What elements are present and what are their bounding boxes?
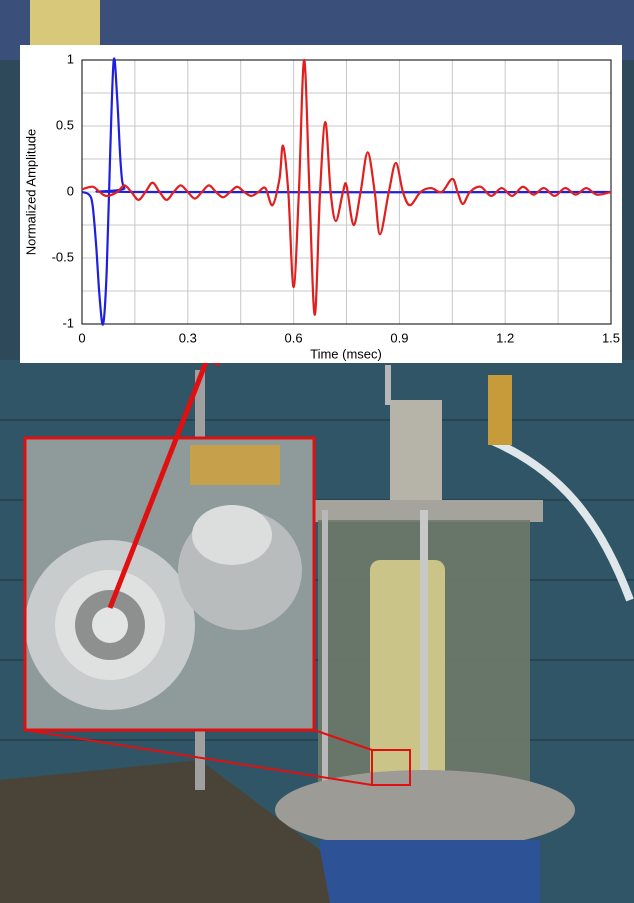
line-series bbox=[81, 58, 612, 316]
y-tick-label: 0.5 bbox=[56, 117, 74, 132]
y-tick-label: 1 bbox=[67, 51, 74, 66]
x-tick-label: 0.6 bbox=[285, 330, 303, 345]
x-tick-label: 1.2 bbox=[496, 330, 514, 345]
chart: 0 0.3 0.6 0.9 1.2 1.5 -1 -0.5 0 0.5 1 bbox=[52, 51, 620, 345]
x-tick-label: 1.5 bbox=[602, 330, 620, 345]
y-axis-label: Normalized Amplitude bbox=[23, 129, 38, 255]
x-axis-label: Time (msec) bbox=[310, 346, 382, 361]
y-tick-label: -0.5 bbox=[52, 249, 74, 264]
x-tick-label: 0.3 bbox=[179, 330, 197, 345]
x-tick-label: 0 bbox=[78, 330, 85, 345]
y-tick-label: 0 bbox=[67, 183, 74, 198]
y-tick-label: -1 bbox=[62, 315, 74, 330]
x-tick-label: 0.9 bbox=[390, 330, 408, 345]
line-series bbox=[81, 57, 612, 326]
chart-panel bbox=[20, 45, 622, 363]
